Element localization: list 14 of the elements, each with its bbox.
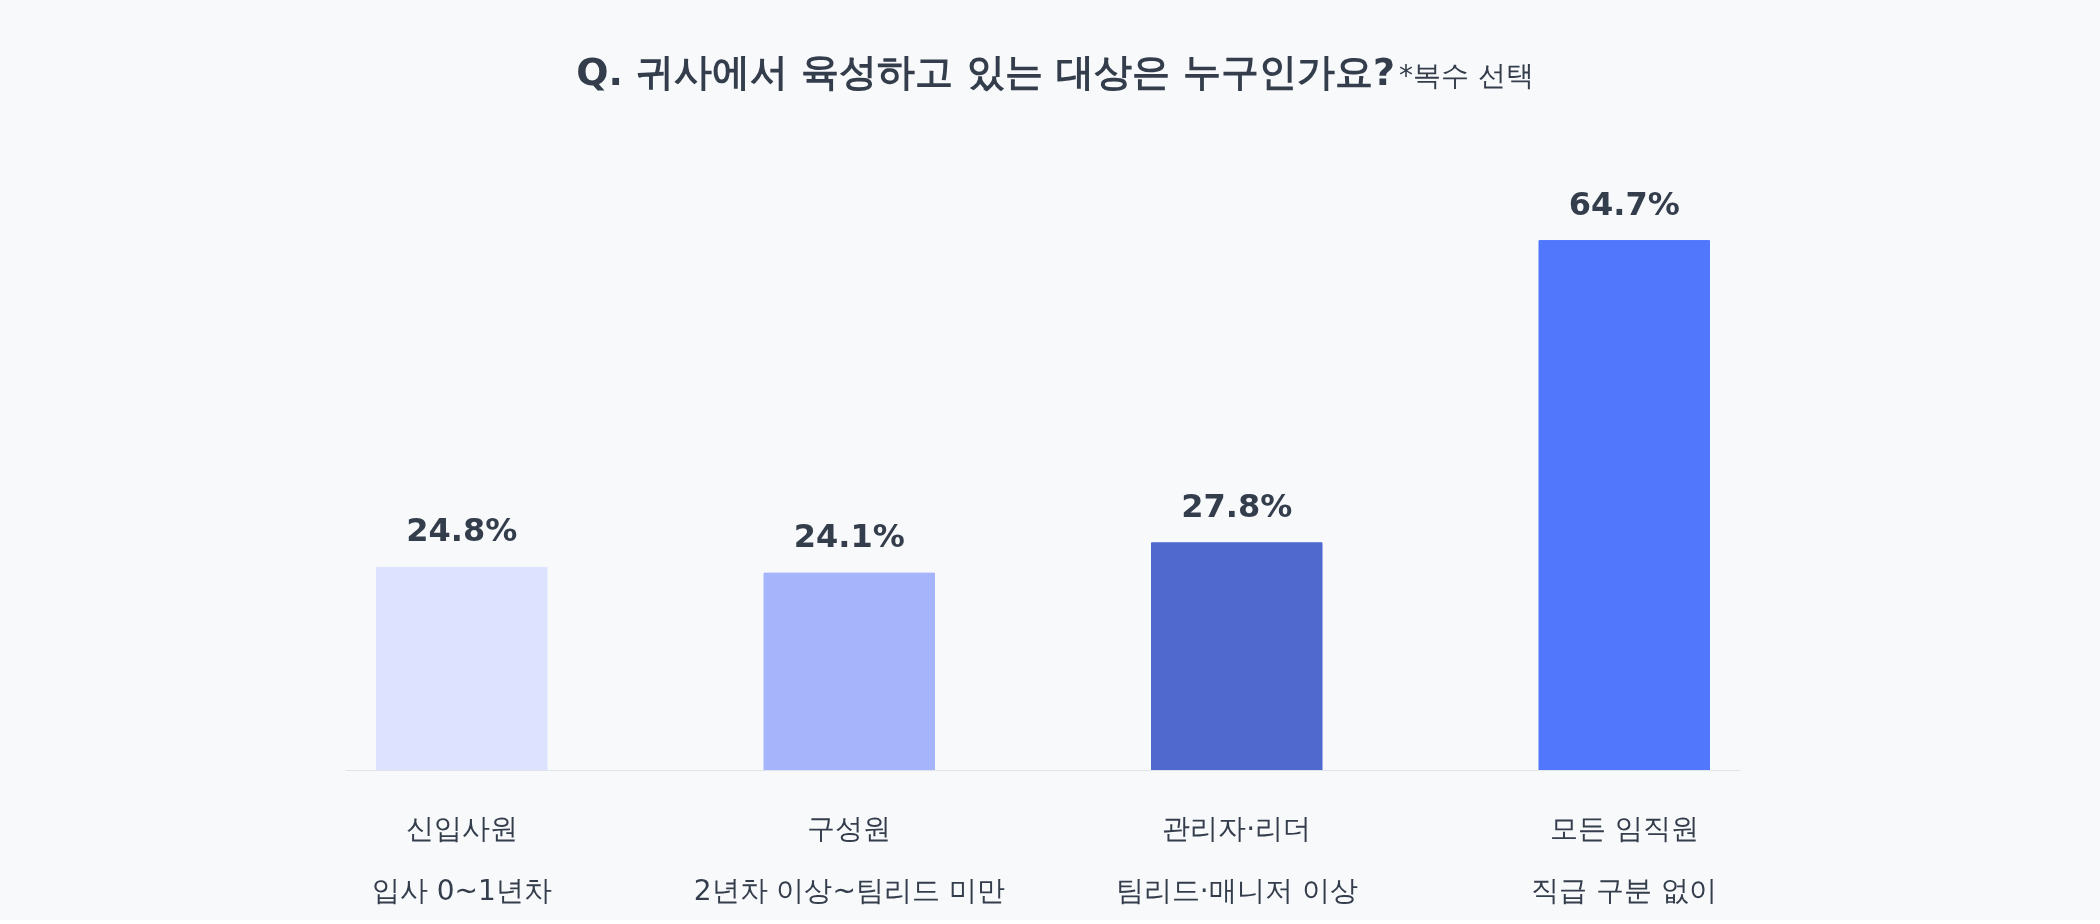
bar: [1151, 542, 1323, 771]
data-label: 27.8%: [1181, 486, 1293, 525]
chart-subtitle: *복수 선택: [1398, 59, 1534, 92]
data-label: 64.7%: [1568, 184, 1680, 223]
x-tick-label: 관리자·리더 팀리드·매니저 이상: [1115, 811, 1358, 908]
x-tick-label: 모든 임직원 직급 구분 없이: [1531, 811, 1718, 908]
bar: [1538, 240, 1710, 771]
bar: [763, 572, 935, 771]
data-label: 24.8%: [406, 511, 518, 550]
chart-title: Q. 귀사에서 육성하고 있는 대상은 누구인가요?: [576, 50, 1396, 94]
x-tick-label: 구성원 2년차 이상~팀리드 미만: [693, 811, 1005, 908]
bar: [376, 566, 548, 771]
x-tick-label: 신입사원 입사 0~1년차: [371, 811, 552, 908]
data-label: 24.1%: [793, 517, 905, 556]
